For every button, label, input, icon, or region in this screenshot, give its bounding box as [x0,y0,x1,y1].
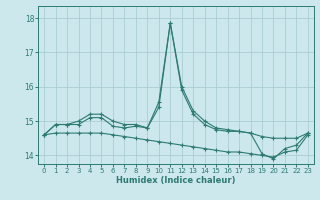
X-axis label: Humidex (Indice chaleur): Humidex (Indice chaleur) [116,176,236,185]
